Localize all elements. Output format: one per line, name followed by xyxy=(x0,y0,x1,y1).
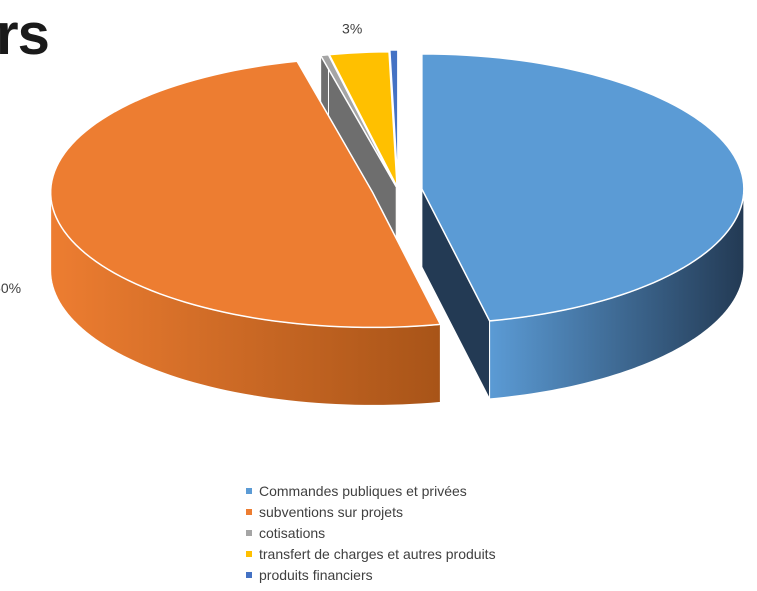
data-label-3: 3% xyxy=(342,20,362,36)
legend-item-commandes: Commandes publiques et privées xyxy=(246,480,496,501)
legend-swatch xyxy=(246,550,252,557)
page-title: rs xyxy=(0,2,50,67)
pie-slice-top-1 xyxy=(49,60,442,329)
pie-top-layer xyxy=(49,49,745,329)
legend: Commandes publiques et privées subventio… xyxy=(246,480,496,585)
legend-item-produits-financiers: produits financiers xyxy=(246,564,496,585)
data-label-1: 50% xyxy=(0,280,21,296)
legend-item-transfert: transfert de charges et autres produits xyxy=(246,543,496,564)
legend-label: subventions sur projets xyxy=(259,503,403,520)
pie-labels-layer: 47%50%3% xyxy=(0,20,362,296)
legend-swatch xyxy=(246,529,252,536)
legend-swatch xyxy=(246,487,252,494)
pie-slice-top-2 xyxy=(319,53,397,188)
legend-label: transfert de charges et autres produits xyxy=(259,545,496,562)
legend-label: Commandes publiques et privées xyxy=(259,482,467,499)
legend-swatch xyxy=(246,508,252,515)
pie-slice-top-4 xyxy=(389,49,399,186)
pie-slice-top-0 xyxy=(421,53,745,322)
legend-item-subventions: subventions sur projets xyxy=(246,501,496,522)
legend-label: cotisations xyxy=(259,524,326,541)
pie-slice-top-3 xyxy=(328,50,398,188)
legend-label: produits financiers xyxy=(259,566,373,583)
legend-item-cotisations: cotisations xyxy=(246,522,496,543)
legend-swatch xyxy=(246,571,252,578)
